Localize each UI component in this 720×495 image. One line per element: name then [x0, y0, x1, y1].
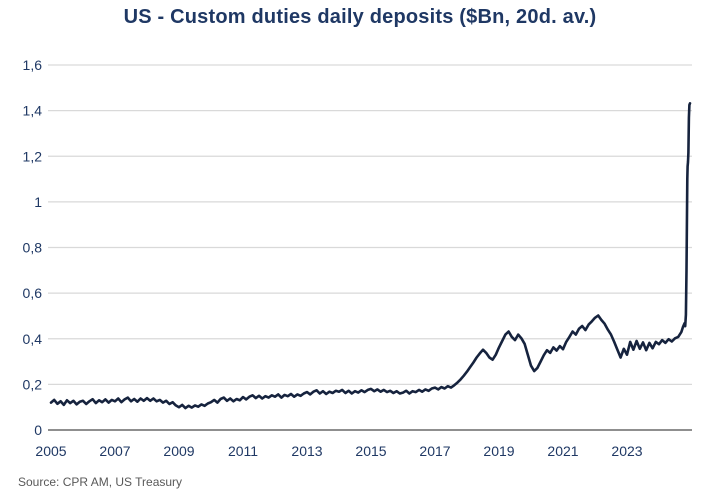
x-tick-label: 2023: [611, 443, 642, 459]
y-tick-label: 0,2: [23, 376, 43, 392]
chart-title: US - Custom duties daily deposits ($Bn, …: [123, 6, 597, 28]
line-plot: 0 0,2 0,4 0,6 0,8 1 1,2 1,4 1,6 2005 2007 2009 2011 2…: [23, 57, 692, 459]
y-tick-label: 1,6: [23, 57, 43, 73]
x-tick-label: 2007: [99, 443, 130, 459]
y-tick-label: 1,2: [23, 148, 43, 164]
x-tick-label: 2013: [291, 443, 322, 459]
x-tick-label: 2005: [35, 443, 66, 459]
x-tick-label: 2009: [163, 443, 194, 459]
x-tick-label: 2015: [355, 443, 386, 459]
x-tick-label: 2019: [483, 443, 514, 459]
y-tick-label: 0,8: [23, 240, 43, 256]
y-tick-label: 1,4: [23, 103, 43, 119]
y-tick-label: 0: [34, 422, 42, 438]
y-tick-label: 1: [34, 194, 42, 210]
y-tick-label: 0,6: [23, 285, 43, 301]
source-note: Source: CPR AM, US Treasury: [18, 475, 183, 489]
x-tick-label: 2021: [547, 443, 578, 459]
x-tick-label: 2011: [228, 443, 258, 459]
series-line: [49, 102, 692, 410]
x-tick-label: 2017: [419, 443, 450, 459]
y-tick-label: 0,4: [23, 331, 43, 347]
